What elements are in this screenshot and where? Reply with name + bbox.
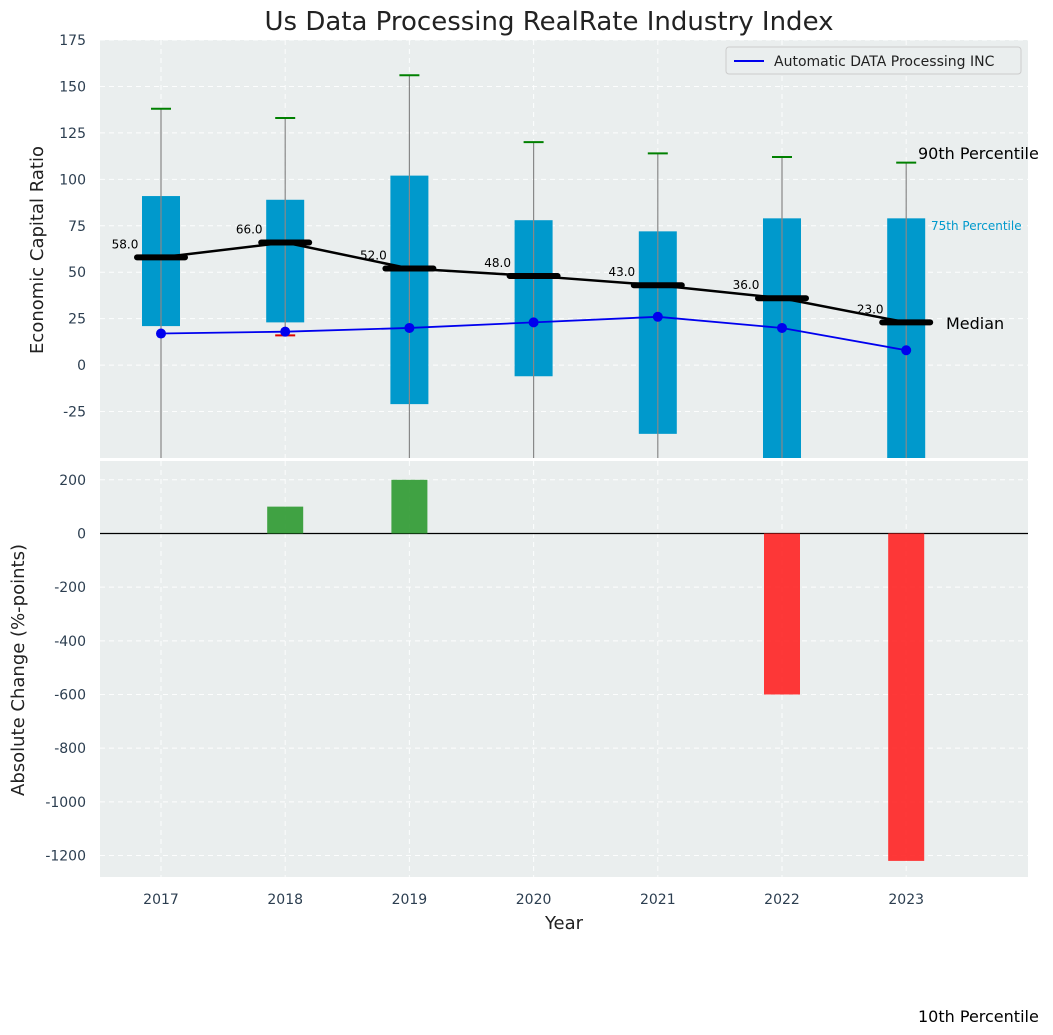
marks-layer	[100, 74, 1028, 861]
chart-title: Us Data Processing RealRate Industry Ind…	[264, 7, 833, 37]
x-tick-label: 2018	[267, 892, 303, 908]
bar-positive	[391, 479, 428, 534]
x-tick-label: 2020	[516, 892, 552, 908]
bottom-y-tick-label: -400	[54, 634, 86, 650]
bottom-y-tick-label: -600	[54, 687, 86, 703]
median-value-label: 23.0	[857, 302, 884, 316]
text-layer: -25 0 25 50 75 100 125 150 175 -1200 -1000 -800 -600…	[45, 33, 924, 908]
x-tick-label: 2021	[640, 892, 676, 908]
p75-annotation: 75th Percentile	[931, 219, 1022, 233]
top-y-tick-label: 25	[68, 312, 86, 328]
company-point	[777, 322, 787, 333]
bottom-y-tick-label: -200	[54, 580, 86, 596]
company-point	[652, 311, 663, 322]
median-value-label: 36.0	[733, 278, 760, 292]
company-point	[156, 328, 166, 339]
top-plot-background	[100, 40, 1028, 458]
bottom-y-tick-label: -800	[54, 741, 86, 757]
x-tick-label: 2022	[764, 892, 800, 908]
top-y-tick-label: 75	[68, 219, 86, 235]
median-annotation: Median	[946, 314, 1004, 333]
x-tick-label: 2019	[392, 892, 428, 908]
company-point	[528, 317, 539, 328]
x-tick-label: 2017	[143, 892, 179, 908]
company-point	[280, 326, 291, 337]
p10-annotation: 10th Percentile	[918, 1007, 1039, 1026]
x-tick-label: 2023	[888, 892, 924, 908]
legend: Automatic DATA Processing INC	[725, 46, 1022, 75]
median-value-label: 66.0	[236, 222, 263, 236]
median-value-label: 58.0	[112, 237, 139, 251]
top-y-tick-label: 150	[59, 79, 86, 95]
top-y-tick-label: -25	[63, 405, 86, 421]
legend-box	[725, 46, 1022, 75]
bottom-plot-background	[100, 461, 1028, 877]
bar-positive	[267, 506, 304, 534]
median-value-label: 52.0	[360, 249, 387, 263]
top-y-tick-label: 125	[59, 126, 86, 142]
bottom-y-tick-label: -1200	[45, 849, 86, 865]
top-y-axis-label: Economic Capital Ratio	[27, 146, 48, 354]
top-y-tick-label: 50	[68, 265, 86, 281]
legend-label: Automatic DATA Processing INC	[774, 54, 995, 70]
x-axis-label: Year	[544, 913, 584, 934]
company-point	[901, 345, 912, 356]
bottom-y-tick-label: 0	[77, 526, 86, 542]
median-value-label: 48.0	[484, 256, 511, 270]
bar-negative	[764, 533, 800, 695]
p90-annotation: 90th Percentile	[918, 144, 1039, 163]
bottom-y-tick-label: -1000	[45, 795, 86, 811]
bottom-y-tick-label: 200	[59, 473, 86, 489]
top-y-tick-label: 175	[59, 33, 86, 49]
median-value-label: 43.0	[608, 265, 635, 279]
bar-negative	[888, 533, 925, 861]
top-y-tick-label: 0	[77, 358, 86, 374]
bottom-y-axis-label: Absolute Change (%-points)	[8, 544, 29, 796]
top-y-tick-label: 100	[59, 172, 86, 188]
company-point	[404, 322, 415, 333]
